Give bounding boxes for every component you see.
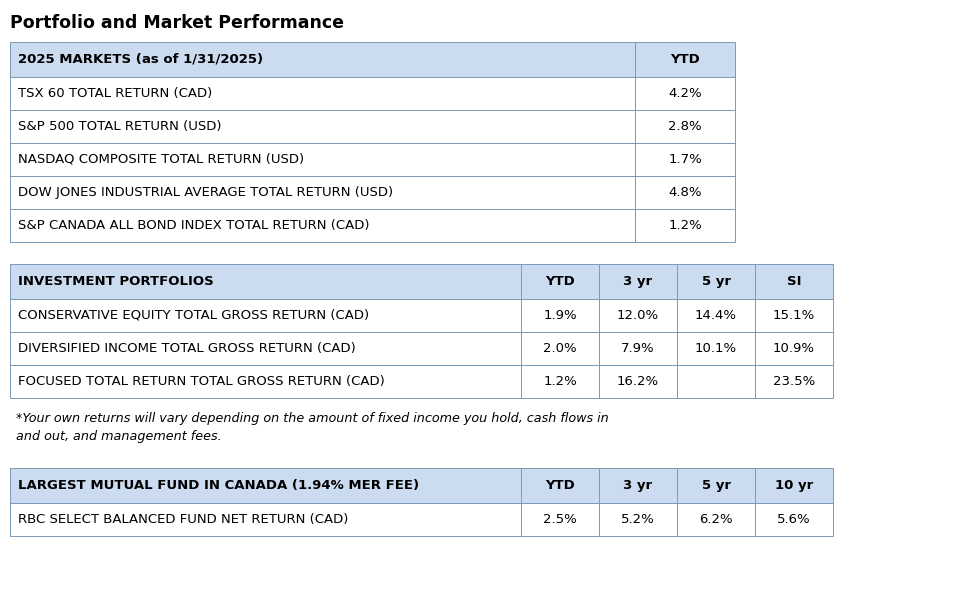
Text: NASDAQ COMPOSITE TOTAL RETURN (USD): NASDAQ COMPOSITE TOTAL RETURN (USD)	[18, 153, 304, 166]
Bar	[635, 176, 735, 209]
Bar	[10, 332, 521, 365]
Bar	[10, 209, 635, 242]
Bar	[521, 503, 599, 536]
Text: RBC SELECT BALANCED FUND NET RETURN (CAD): RBC SELECT BALANCED FUND NET RETURN (CAD…	[18, 513, 348, 526]
Text: 7.9%: 7.9%	[621, 342, 655, 355]
Bar	[755, 299, 833, 332]
Bar	[677, 264, 755, 299]
Text: 4.2%: 4.2%	[668, 87, 702, 100]
Bar	[10, 264, 521, 299]
Text: 5 yr: 5 yr	[702, 275, 731, 288]
Text: YTD: YTD	[545, 275, 575, 288]
Text: S&P CANADA ALL BOND INDEX TOTAL RETURN (CAD): S&P CANADA ALL BOND INDEX TOTAL RETURN (…	[18, 219, 369, 232]
Text: 15.1%: 15.1%	[773, 309, 816, 322]
Bar	[677, 468, 755, 503]
Bar	[599, 299, 677, 332]
Bar	[521, 332, 599, 365]
Text: TSX 60 TOTAL RETURN (CAD): TSX 60 TOTAL RETURN (CAD)	[18, 87, 212, 100]
Bar	[635, 77, 735, 110]
Text: SI: SI	[787, 275, 801, 288]
Bar	[521, 468, 599, 503]
Text: 2025 MARKETS (as of 1/31/2025): 2025 MARKETS (as of 1/31/2025)	[18, 53, 263, 66]
Bar	[599, 503, 677, 536]
Text: YTD: YTD	[545, 479, 575, 492]
Text: 1.2%: 1.2%	[543, 375, 576, 388]
Bar	[677, 503, 755, 536]
Text: 1.9%: 1.9%	[543, 309, 576, 322]
Text: and out, and management fees.: and out, and management fees.	[16, 430, 222, 443]
Bar	[677, 332, 755, 365]
Text: 16.2%: 16.2%	[617, 375, 659, 388]
Text: 2.8%: 2.8%	[668, 120, 702, 133]
Text: 2.5%: 2.5%	[543, 513, 576, 526]
Bar	[10, 299, 521, 332]
Text: 10.9%: 10.9%	[773, 342, 815, 355]
Text: YTD: YTD	[670, 53, 700, 66]
Text: 23.5%: 23.5%	[773, 375, 816, 388]
Bar	[635, 110, 735, 143]
Bar	[635, 209, 735, 242]
Bar	[635, 42, 735, 77]
Bar	[521, 365, 599, 398]
Text: *Your own returns will vary depending on the amount of fixed income you hold, ca: *Your own returns will vary depending on…	[16, 412, 608, 425]
Text: 5.2%: 5.2%	[621, 513, 655, 526]
Text: 3 yr: 3 yr	[624, 479, 653, 492]
Bar	[755, 365, 833, 398]
Text: CONSERVATIVE EQUITY TOTAL GROSS RETURN (CAD): CONSERVATIVE EQUITY TOTAL GROSS RETURN (…	[18, 309, 369, 322]
Bar	[599, 365, 677, 398]
Bar	[10, 503, 521, 536]
Bar	[635, 143, 735, 176]
Bar	[755, 264, 833, 299]
Text: 4.8%: 4.8%	[668, 186, 702, 199]
Bar	[677, 365, 755, 398]
Text: 6.2%: 6.2%	[699, 513, 733, 526]
Bar	[755, 332, 833, 365]
Text: 5 yr: 5 yr	[702, 479, 731, 492]
Text: DIVERSIFIED INCOME TOTAL GROSS RETURN (CAD): DIVERSIFIED INCOME TOTAL GROSS RETURN (C…	[18, 342, 356, 355]
Text: INVESTMENT PORTFOLIOS: INVESTMENT PORTFOLIOS	[18, 275, 214, 288]
Bar	[10, 143, 635, 176]
Bar	[10, 365, 521, 398]
Text: S&P 500 TOTAL RETURN (USD): S&P 500 TOTAL RETURN (USD)	[18, 120, 222, 133]
Text: 5.6%: 5.6%	[777, 513, 811, 526]
Bar	[599, 264, 677, 299]
Text: 12.0%: 12.0%	[617, 309, 659, 322]
Bar	[521, 299, 599, 332]
Text: 1.7%: 1.7%	[668, 153, 702, 166]
Text: Portfolio and Market Performance: Portfolio and Market Performance	[10, 14, 344, 32]
Bar	[755, 468, 833, 503]
Bar	[10, 110, 635, 143]
Text: 1.2%: 1.2%	[668, 219, 702, 232]
Bar	[755, 503, 833, 536]
Text: 3 yr: 3 yr	[624, 275, 653, 288]
Bar	[10, 468, 521, 503]
Text: 2.0%: 2.0%	[543, 342, 576, 355]
Bar	[10, 176, 635, 209]
Text: 10.1%: 10.1%	[695, 342, 737, 355]
Bar	[10, 77, 635, 110]
Text: DOW JONES INDUSTRIAL AVERAGE TOTAL RETURN (USD): DOW JONES INDUSTRIAL AVERAGE TOTAL RETUR…	[18, 186, 393, 199]
Bar	[10, 42, 635, 77]
Text: 10 yr: 10 yr	[775, 479, 813, 492]
Bar	[677, 299, 755, 332]
Bar	[599, 468, 677, 503]
Text: 14.4%: 14.4%	[695, 309, 737, 322]
Bar	[521, 264, 599, 299]
Bar	[599, 332, 677, 365]
Text: FOCUSED TOTAL RETURN TOTAL GROSS RETURN (CAD): FOCUSED TOTAL RETURN TOTAL GROSS RETURN …	[18, 375, 385, 388]
Text: LARGEST MUTUAL FUND IN CANADA (1.94% MER FEE): LARGEST MUTUAL FUND IN CANADA (1.94% MER…	[18, 479, 419, 492]
